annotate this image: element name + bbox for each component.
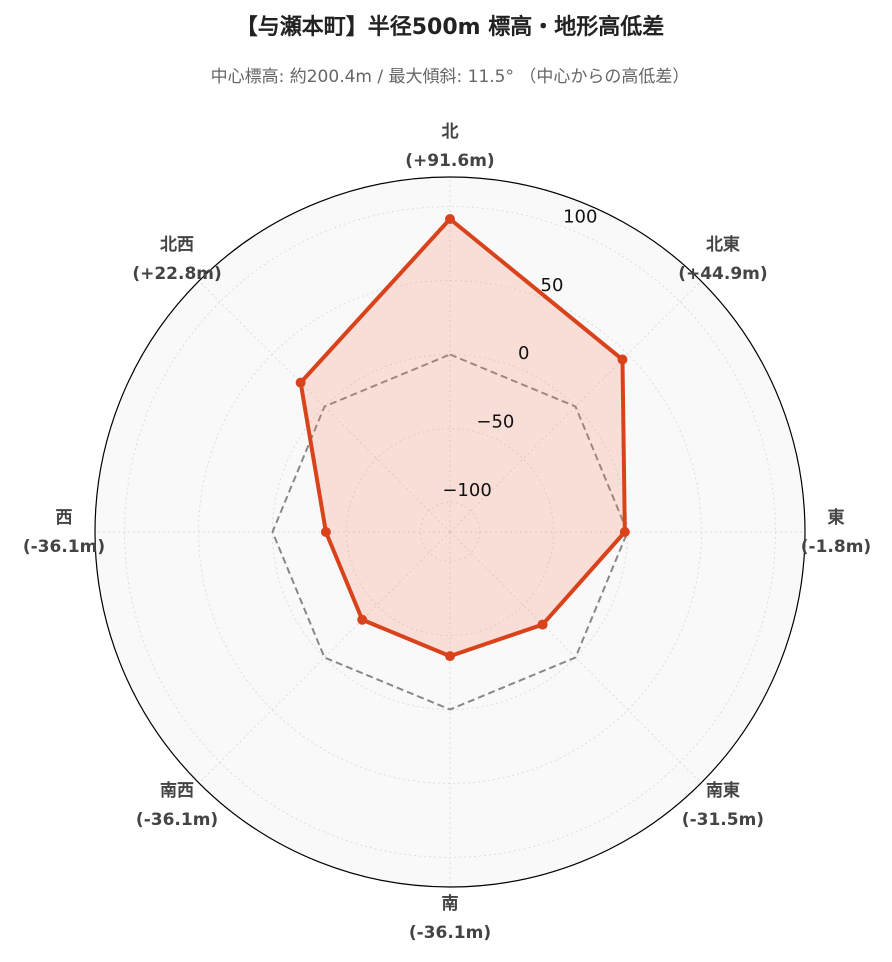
value-label: (+44.9m) <box>678 264 767 284</box>
spoke <box>198 280 451 533</box>
r-tick-label: 0 <box>518 343 529 364</box>
value-label: (+22.8m) <box>132 264 221 284</box>
r-tick-label: −100 <box>442 480 491 501</box>
category-label: 北西 <box>160 235 194 255</box>
value-label: (-36.1m) <box>409 923 491 943</box>
data-point <box>320 527 331 537</box>
category-label: 北 <box>442 122 459 142</box>
plot-border <box>94 176 806 888</box>
category-label: 東 <box>828 507 845 528</box>
grid-circle <box>419 501 481 563</box>
data-point <box>357 614 368 625</box>
category-label: 西 <box>56 508 73 528</box>
data-point <box>445 214 455 225</box>
r-tick-label: 50 <box>541 275 564 296</box>
data-point <box>295 377 306 388</box>
chart-title: 【与瀬本町】半径500m 標高・地形高低差 <box>236 14 665 40</box>
grid-circle <box>345 427 555 637</box>
value-label: (+91.6m) <box>405 151 494 171</box>
data-point <box>619 527 630 537</box>
category-label: 南 <box>442 893 459 914</box>
value-label: (-31.5m) <box>682 810 764 830</box>
category-label: 南東 <box>706 780 740 801</box>
r-tick-label: −50 <box>476 411 514 432</box>
value-label: (-36.1m) <box>136 810 218 830</box>
chart-subtitle: 中心標高: 約200.4m / 最大傾斜: 11.5° （中心からの高低差） <box>211 67 690 87</box>
value-label: (-1.8m) <box>801 537 871 557</box>
data-point <box>617 354 628 365</box>
category-label: 北東 <box>706 234 740 255</box>
spoke <box>449 280 702 533</box>
r-tick-label: 100 <box>563 206 597 227</box>
spoke <box>198 531 451 784</box>
data-point <box>445 651 455 662</box>
reference-line <box>271 353 629 711</box>
category-label: 南西 <box>160 780 194 801</box>
value-label: (-36.1m) <box>23 537 105 557</box>
spoke <box>449 531 702 784</box>
data-point <box>537 619 548 630</box>
